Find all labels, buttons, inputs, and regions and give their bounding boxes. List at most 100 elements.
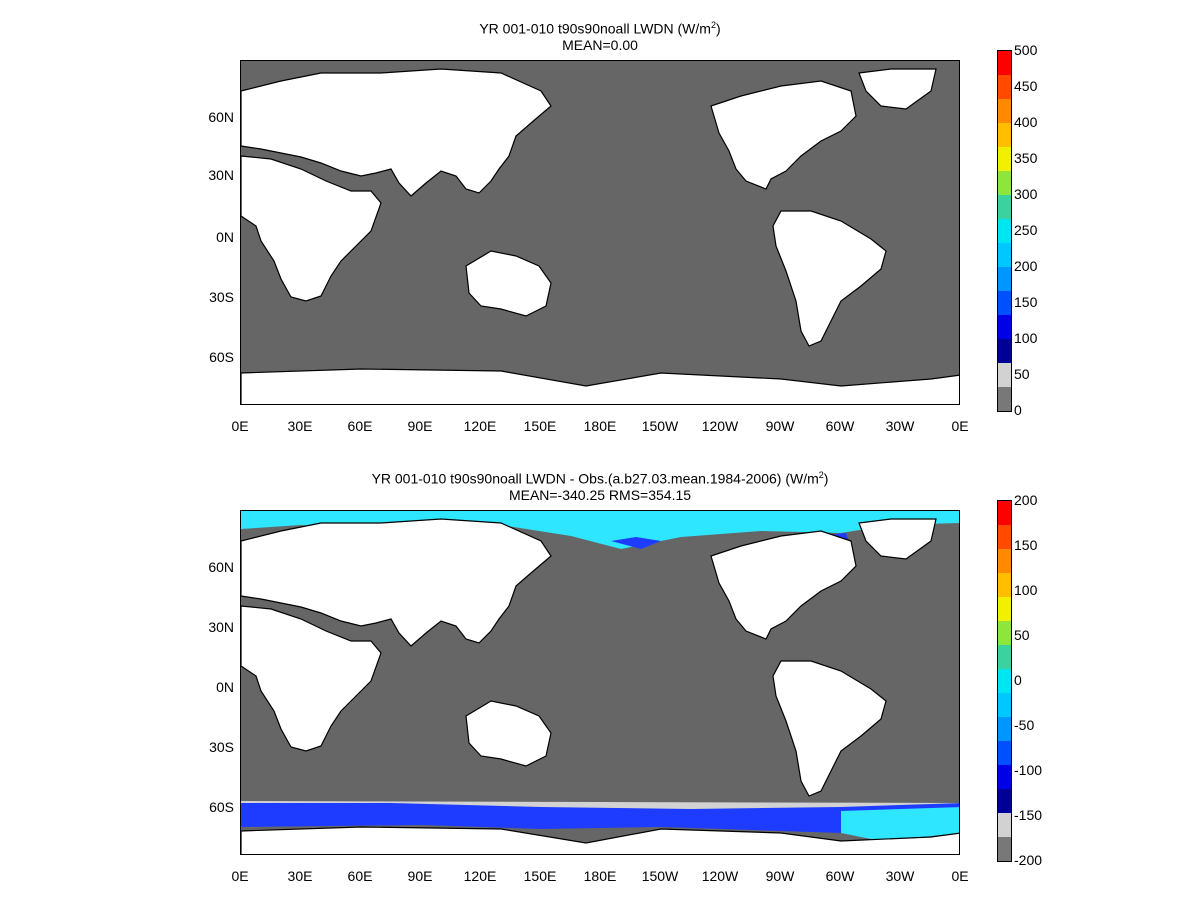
colorbar-segment: [998, 669, 1011, 693]
panel2-lon-11: 30W: [885, 868, 915, 884]
colorbar-label: 0: [1014, 672, 1022, 688]
colorbar-label: 300: [1014, 186, 1038, 202]
panel2-lon-5: 150E: [523, 868, 557, 884]
panel1-lat-30n: 30N: [208, 167, 234, 183]
colorbar-segment: [998, 387, 1011, 411]
australia: [465, 250, 552, 317]
panel2-lat-30s: 30S: [209, 739, 234, 755]
panel1-lon-4: 120E: [463, 418, 497, 434]
panel1-lon-2: 60E: [347, 418, 373, 434]
australia: [465, 700, 552, 767]
panel1-lon-3: 90E: [407, 418, 433, 434]
colorbar-segment: [998, 837, 1011, 861]
panel2-lon-10: 60W: [825, 868, 855, 884]
africa: [241, 605, 382, 752]
colorbar-label: 100: [1014, 582, 1038, 598]
panel2-lon-3: 90E: [407, 868, 433, 884]
panel1-lon-11: 30W: [885, 418, 915, 434]
colorbar-segment: [998, 789, 1011, 813]
panel2-title: YR 001-010 t90s90noall LWDN - Obs.(a.b27…: [371, 470, 829, 487]
colorbar-segment: [998, 693, 1011, 717]
colorbar-label: 500: [1014, 42, 1038, 58]
colorbar-segment: [998, 549, 1011, 573]
greenland: [858, 68, 937, 110]
panel2-lon-1: 30E: [287, 868, 313, 884]
colorbar-segment: [998, 75, 1011, 99]
panel1-lon-0: 0E: [231, 418, 249, 434]
colorbar-segment: [998, 597, 1011, 621]
south-america: [772, 210, 887, 347]
panel1-lon-5: 150E: [523, 418, 557, 434]
colorbar-label: -150: [1014, 807, 1043, 823]
eurasia: [241, 68, 552, 197]
colorbar-label: -100: [1014, 762, 1043, 778]
colorbar-label: 150: [1014, 537, 1038, 553]
panel1-lat-30s: 30S: [209, 289, 234, 305]
colorbar-segment: [998, 621, 1011, 645]
colorbar-segment: [998, 147, 1011, 171]
panel1-colorbar: [997, 50, 1012, 412]
panel1-lon-9: 90W: [765, 418, 795, 434]
colorbar-segment: [998, 339, 1011, 363]
panel1-lon-7: 150W: [641, 418, 679, 434]
panel1-lat-60s: 60S: [209, 349, 234, 365]
southern-blue-band: [241, 803, 959, 833]
colorbar-label: 50: [1014, 627, 1030, 643]
arctic-blue-patch: [611, 537, 661, 549]
panel1-lon-10: 60W: [825, 418, 855, 434]
colorbar-segment: [998, 291, 1011, 315]
greenland: [858, 518, 937, 560]
panel2-map-svg: [241, 511, 959, 854]
panel1-lat-60n: 60N: [208, 109, 234, 125]
colorbar-label: 100: [1014, 330, 1038, 346]
colorbar-segment: [998, 171, 1011, 195]
colorbar-segment: [998, 501, 1011, 525]
panel2-lon-9: 90W: [765, 868, 795, 884]
panel1-title: YR 001-010 t90s90noall LWDN (W/m2): [479, 20, 721, 37]
panel2-lat-0n: 0N: [216, 679, 234, 695]
colorbar-label: 200: [1014, 258, 1038, 274]
panel2-lat-60s: 60S: [209, 799, 234, 815]
colorbar-label: -50: [1014, 717, 1035, 733]
colorbar-label: 150: [1014, 294, 1038, 310]
colorbar-label: -200: [1014, 852, 1043, 868]
continents: [241, 518, 959, 854]
colorbar-label: 200: [1014, 492, 1038, 508]
colorbar-segment: [998, 99, 1011, 123]
panel1-lon-12: 0E: [951, 418, 969, 434]
panel1-subtitle: MEAN=0.00: [562, 37, 638, 53]
panel2-lon-7: 150W: [641, 868, 679, 884]
colorbar-segment: [998, 363, 1011, 387]
panel1-map: [240, 60, 960, 405]
north-america: [710, 80, 857, 190]
colorbar-label: 400: [1014, 114, 1038, 130]
panel1-lat-0n: 0N: [216, 229, 234, 245]
colorbar-segment: [998, 315, 1011, 339]
panel2-lon-8: 120W: [701, 868, 739, 884]
colorbar-label: 250: [1014, 222, 1038, 238]
colorbar-label: 450: [1014, 78, 1038, 94]
colorbar-segment: [998, 243, 1011, 267]
colorbar-segment: [998, 525, 1011, 549]
panel1-map-svg: [241, 61, 959, 404]
colorbar-label: 350: [1014, 150, 1038, 166]
eurasia: [241, 518, 552, 647]
panel2-lat-60n: 60N: [208, 559, 234, 575]
africa: [241, 155, 382, 302]
colorbar-segment: [998, 717, 1011, 741]
colorbar-segment: [998, 219, 1011, 243]
colorbar-segment: [998, 123, 1011, 147]
colorbar-segment: [998, 51, 1011, 75]
colorbar-segment: [998, 741, 1011, 765]
panel2-lat-30n: 30N: [208, 619, 234, 635]
panel2-lon-2: 60E: [347, 868, 373, 884]
south-america: [772, 660, 887, 797]
antarctica: [241, 368, 959, 404]
panel1-lon-6: 180E: [583, 418, 617, 434]
colorbar-segment: [998, 267, 1011, 291]
panel1-lon-1: 30E: [287, 418, 313, 434]
colorbar-label: 50: [1014, 366, 1030, 382]
weddell-cyan: [841, 807, 959, 841]
colorbar-segment: [998, 765, 1011, 789]
antarctica: [241, 826, 959, 854]
